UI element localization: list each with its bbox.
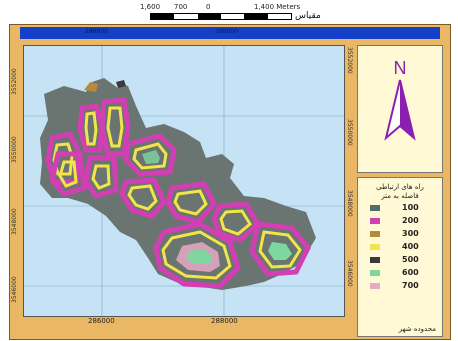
- legend-title-line: راه های ارتباطی: [376, 183, 424, 191]
- north-label: N: [394, 58, 407, 78]
- legend-swatch: [370, 243, 380, 250]
- scale-tick-label: 700: [174, 3, 188, 11]
- legend-swatch: [370, 282, 380, 289]
- coord-label: 3550000: [346, 119, 353, 146]
- bottom-coordinate-labels: 286000 288000: [23, 317, 343, 327]
- distance-zone-600: [268, 242, 292, 260]
- distance-zone-500: [116, 80, 126, 88]
- coord-label: 288000: [211, 317, 238, 325]
- distance-zone-600: [186, 249, 212, 264]
- distance-zone-200: [83, 155, 119, 199]
- map-area: [23, 45, 345, 317]
- legend-item: 600: [370, 266, 442, 279]
- distance-zone-200: [211, 201, 262, 243]
- distance-zone-200: [49, 151, 87, 197]
- distance-zone-200: [153, 221, 241, 289]
- legend-label: 200: [402, 216, 419, 225]
- distance-zone-200: [99, 97, 131, 157]
- distance-zone-400: [52, 142, 74, 176]
- north-arrow-icon: N: [384, 58, 416, 141]
- coord-label: 3550000: [11, 136, 18, 163]
- legend-label: 600: [402, 268, 419, 277]
- legend-swatch: [370, 230, 380, 237]
- legend-title-line: فاصله به متر: [381, 192, 419, 200]
- coord-label: 3548000: [11, 208, 18, 235]
- distance-zone-400: [219, 209, 252, 236]
- legend-swatch: [370, 269, 380, 276]
- legend-item: 700: [370, 279, 442, 292]
- distance-zone-200: [119, 177, 167, 219]
- legend-swatch: [370, 256, 380, 263]
- coord-label: 3546000: [11, 276, 18, 303]
- legend-item: 500: [370, 253, 442, 266]
- legend-label: 400: [402, 242, 419, 251]
- distance-zone-400: [106, 106, 124, 148]
- distance-zone-400: [58, 160, 78, 188]
- north-arrow-panel: N: [357, 45, 443, 173]
- scale-tick-label: 1,400 Meters: [254, 3, 301, 11]
- coord-label: 3546000: [346, 260, 353, 287]
- legend-title: راه های ارتباطی فاصله به متر: [358, 183, 442, 201]
- distance-zone-600: [142, 150, 160, 164]
- distance-zone-400: [91, 164, 111, 190]
- legend-label: 100: [402, 203, 419, 212]
- legend-label: 500: [402, 255, 419, 264]
- coord-label: 3552000: [346, 47, 353, 74]
- distance-zone-400: [127, 184, 158, 211]
- scale-tick-label: 0: [206, 3, 211, 11]
- scale-tick-label: 1,600: [140, 3, 161, 11]
- distance-zone-400: [161, 230, 232, 280]
- legend-panel: راه های ارتباطی فاصله به متر 100 200 300 40…: [357, 177, 443, 337]
- coord-label: 286000: [85, 28, 108, 35]
- coord-label: 3552000: [11, 68, 18, 95]
- scale-bar: 1,600 700 0 1,400 Meters مقیاس: [120, 3, 350, 25]
- legend-boundary-label: محدوده شهر: [398, 325, 436, 333]
- distance-zone-400: [84, 111, 98, 146]
- scale-bar-graphic: [150, 13, 292, 20]
- distance-zone-400: [132, 142, 168, 170]
- coord-label: 288000: [215, 28, 238, 35]
- top-coordinate-band: 286000 288000: [20, 27, 440, 39]
- legend-swatch: [370, 204, 380, 211]
- legend-item: 100: [370, 201, 442, 214]
- city-map: [24, 46, 344, 316]
- legend-label: 700: [402, 281, 419, 290]
- legend-item: 400: [370, 240, 442, 253]
- distance-zone-400: [258, 230, 302, 269]
- scale-bar-title: مقیاس: [295, 11, 321, 21]
- distance-zone-200: [123, 133, 177, 177]
- left-coordinate-labels: 3552000 3550000 3548000 3546000: [10, 45, 22, 315]
- distance-zone-200: [249, 221, 311, 277]
- coord-label: 286000: [88, 317, 115, 325]
- legend-item: 300: [370, 227, 442, 240]
- legend-label: 300: [402, 229, 419, 238]
- legend-swatch: [370, 217, 380, 224]
- distance-zone-400: [173, 189, 208, 216]
- legend-item: 200: [370, 214, 442, 227]
- distance-zone-200: [77, 103, 105, 153]
- distance-zone-300: [84, 82, 98, 92]
- legend-items: 100 200 300 400 500 600 700: [358, 201, 442, 292]
- coord-label: 3548000: [346, 190, 353, 217]
